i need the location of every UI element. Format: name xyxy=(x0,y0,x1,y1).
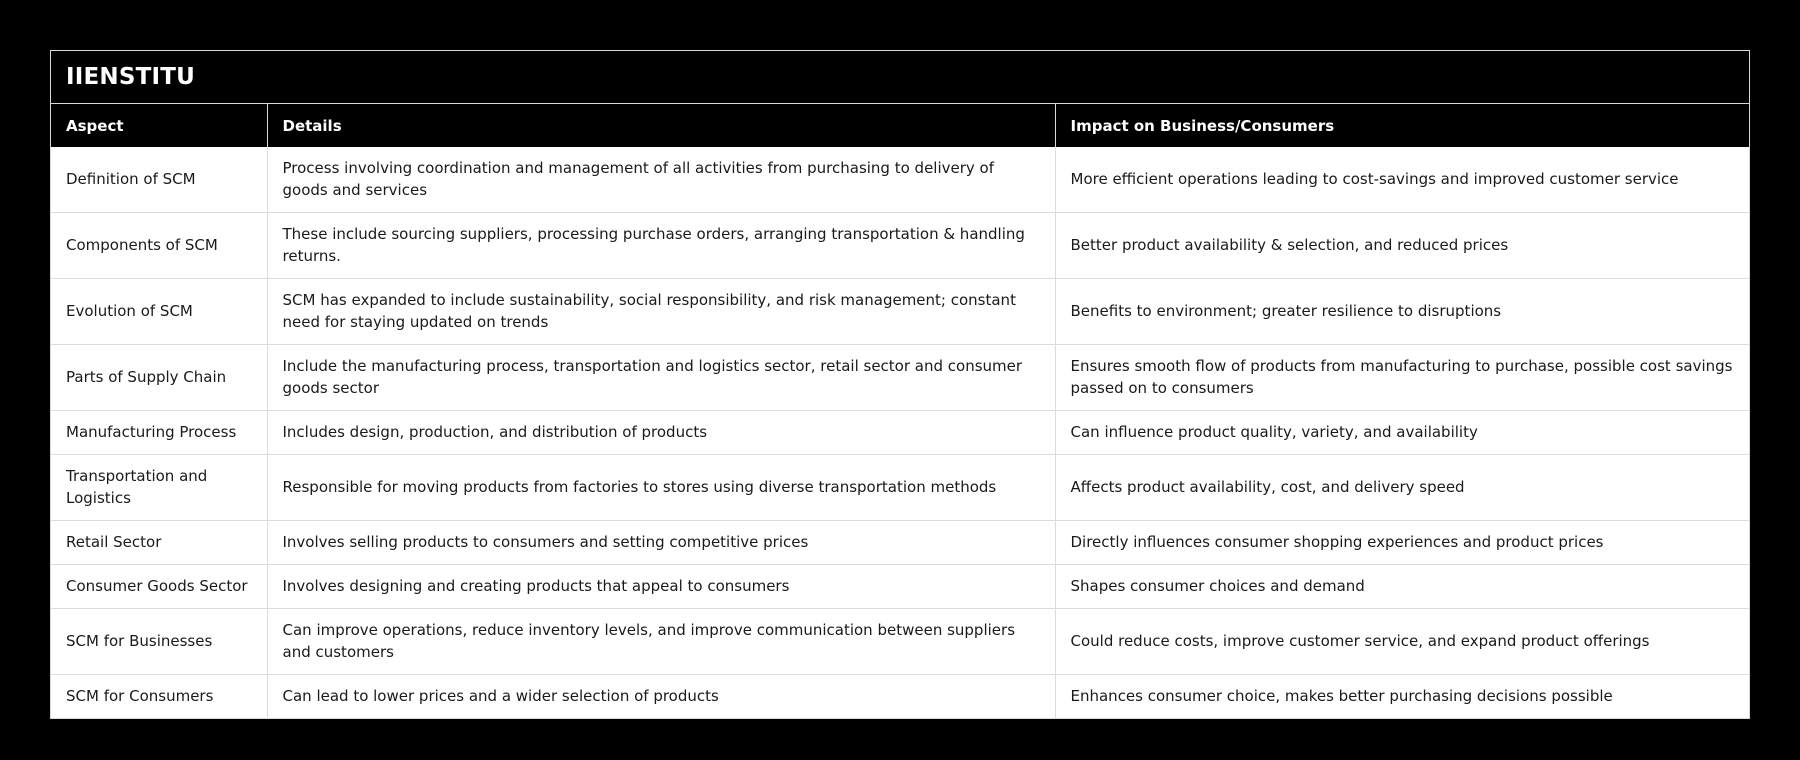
cell-aspect: Components of SCM xyxy=(51,212,268,279)
cell-details: Involves designing and creating products… xyxy=(267,564,1056,609)
column-header-aspect: Aspect xyxy=(51,104,268,147)
table-row: Consumer Goods Sector Involves designing… xyxy=(51,564,1749,609)
cell-impact: Better product availability & selection,… xyxy=(1055,212,1749,279)
table-row: SCM for Consumers Can lead to lower pric… xyxy=(51,674,1749,718)
cell-impact: Affects product availability, cost, and … xyxy=(1055,454,1749,521)
table-row: Retail Sector Involves selling products … xyxy=(51,520,1749,565)
cell-impact: More efficient operations leading to cos… xyxy=(1055,147,1749,213)
cell-aspect: Retail Sector xyxy=(51,520,268,565)
cell-details: Includes design, production, and distrib… xyxy=(267,410,1056,455)
cell-details: These include sourcing suppliers, proces… xyxy=(267,212,1056,279)
table-row: Definition of SCM Process involving coor… xyxy=(51,147,1749,213)
cell-aspect: Consumer Goods Sector xyxy=(51,564,268,609)
scm-table: IIENSTITU Aspect Details Impact on Busin… xyxy=(50,50,1750,719)
cell-aspect: Parts of Supply Chain xyxy=(51,344,268,411)
cell-impact: Benefits to environment; greater resilie… xyxy=(1055,278,1749,345)
cell-aspect: Evolution of SCM xyxy=(51,278,268,345)
cell-details: Can lead to lower prices and a wider sel… xyxy=(267,674,1056,718)
table-title: IIENSTITU xyxy=(51,51,1749,104)
cell-details: Process involving coordination and manag… xyxy=(267,147,1056,213)
cell-aspect: SCM for Businesses xyxy=(51,608,268,675)
cell-details: SCM has expanded to include sustainabili… xyxy=(267,278,1056,345)
cell-details: Can improve operations, reduce inventory… xyxy=(267,608,1056,675)
header-row: Aspect Details Impact on Business/Consum… xyxy=(51,104,1749,147)
cell-aspect: Definition of SCM xyxy=(51,147,268,213)
cell-aspect: Transportation and Logistics xyxy=(51,454,268,521)
table-row: Components of SCM These include sourcing… xyxy=(51,212,1749,279)
cell-aspect: Manufacturing Process xyxy=(51,410,268,455)
cell-impact: Could reduce costs, improve customer ser… xyxy=(1055,608,1749,675)
column-header-details: Details xyxy=(267,104,1056,147)
cell-impact: Shapes consumer choices and demand xyxy=(1055,564,1749,609)
cell-impact: Enhances consumer choice, makes better p… xyxy=(1055,674,1749,718)
cell-aspect: SCM for Consumers xyxy=(51,674,268,718)
column-header-impact: Impact on Business/Consumers xyxy=(1055,104,1749,147)
cell-impact: Ensures smooth flow of products from man… xyxy=(1055,344,1749,411)
cell-details: Responsible for moving products from fac… xyxy=(267,454,1056,521)
table-row: SCM for Businesses Can improve operation… xyxy=(51,608,1749,675)
cell-impact: Directly influences consumer shopping ex… xyxy=(1055,520,1749,565)
cell-details: Include the manufacturing process, trans… xyxy=(267,344,1056,411)
data-table: Aspect Details Impact on Business/Consum… xyxy=(51,104,1749,718)
cell-impact: Can influence product quality, variety, … xyxy=(1055,410,1749,455)
table-row: Transportation and Logistics Responsible… xyxy=(51,454,1749,521)
table-row: Evolution of SCM SCM has expanded to inc… xyxy=(51,278,1749,345)
table-row: Parts of Supply Chain Include the manufa… xyxy=(51,344,1749,411)
table-row: Manufacturing Process Includes design, p… xyxy=(51,410,1749,455)
cell-details: Involves selling products to consumers a… xyxy=(267,520,1056,565)
